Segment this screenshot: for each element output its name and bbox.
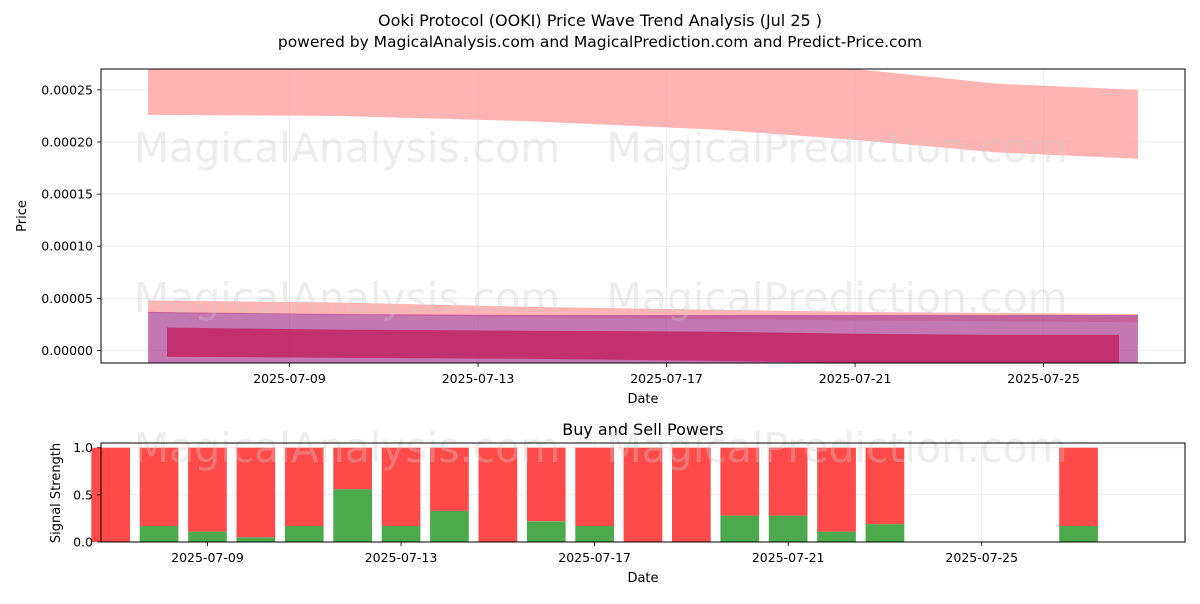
buy-bar [720,515,760,542]
signal-x-ticks: 2025-07-09 2025-07-13 2025-07-17 2025-07-21… [171,542,1018,565]
buy-bar [333,489,372,542]
buy-bar [1059,526,1098,542]
price-x-tick-label: 2025-07-21 [819,371,892,386]
signal-x-tick-label: 2025-07-21 [752,550,825,565]
price-band-4 [167,327,1119,363]
sell-bar [236,447,276,538]
price-band-1 [148,69,1138,159]
signal-y-tick-label: 1.0 [73,440,93,455]
signal-title: Buy and Sell Powers [562,420,724,439]
watermark-prediction-top-1: MagicalPrediction.com [606,124,1067,172]
sell-bar [526,447,566,522]
sell-bar [817,447,856,532]
buy-bar [865,524,905,542]
buy-bar [139,526,179,542]
sell-bar [575,447,614,526]
sell-bar [188,447,227,532]
sell-bar [478,447,518,542]
chart-title: Ooki Protocol (OOKI) Price Wave Trend An… [378,11,822,30]
price-x-tick-label: 2025-07-17 [630,371,703,386]
buy-bar [575,526,614,542]
watermark-analysis-bottom: MagicalAnalysis.com [134,424,561,472]
buy-bar [236,537,276,542]
signal-x-tick-label: 2025-07-17 [558,550,631,565]
price-panel: MagicalAnalysis.com MagicalPrediction.co… [15,68,1186,407]
buy-bar [381,526,421,542]
sell-bar [623,447,663,542]
price-y-tick-label: 0.00015 [41,187,93,202]
watermark-prediction-top-2: MagicalPrediction.com [606,274,1067,322]
sell-bar [1059,447,1098,526]
sell-bar [720,447,760,516]
signal-x-tick-label: 2025-07-25 [945,550,1018,565]
signal-axes-frame [100,442,1186,543]
signal-panel: Buy and Sell Powers MagicalAnalysis.com … [49,420,1186,586]
price-axes-frame [100,68,1186,364]
signal-bars [91,447,1098,542]
sell-bar [139,447,179,526]
signal-x-tick-label: 2025-07-13 [365,550,438,565]
sell-bar [430,447,469,511]
price-x-tick-label: 2025-07-09 [253,371,326,386]
sell-bar [333,447,372,490]
watermark-analysis-top-2: MagicalAnalysis.com [134,274,561,322]
price-x-ticks: 2025-07-09 2025-07-13 2025-07-17 2025-07-21… [253,363,1080,386]
sell-bar [672,447,711,542]
price-y-tick-label: 0.00010 [41,239,93,254]
price-y-label: Price [15,200,30,232]
price-x-tick-label: 2025-07-25 [1007,371,1080,386]
sell-bar [381,447,421,526]
signal-x-tick-label: 2025-07-09 [171,550,244,565]
buy-bar [817,531,856,542]
buy-bar [284,526,324,542]
signal-x-label: Date [627,571,658,586]
price-y-tick-label: 0.00000 [41,343,93,358]
watermark-prediction-bottom: MagicalPrediction.com [606,424,1067,472]
buy-bar [188,531,227,542]
price-x-tick-label: 2025-07-13 [442,371,515,386]
watermark-analysis-top-1: MagicalAnalysis.com [134,124,561,172]
price-y-tick-label: 0.00025 [41,82,93,97]
sell-bar [284,447,324,526]
price-bands [148,69,1138,363]
signal-y-tick-label: 0.0 [73,535,93,550]
signal-y-tick-label: 0.5 [73,487,93,502]
sell-bar [768,447,808,516]
price-y-ticks: 0.00000 0.00005 0.00010 0.00015 0.00020 0.000… [41,82,101,358]
sell-bar [865,447,905,525]
price-y-tick-label: 0.00005 [41,291,93,306]
signal-y-label: Signal Strength [49,443,64,543]
signal-y-ticks: 0.0 0.5 1.0 [73,440,101,550]
buy-bar [526,521,566,542]
buy-bar [430,510,469,542]
price-y-tick-label: 0.00020 [41,134,93,149]
price-x-label: Date [627,392,658,407]
buy-bar [768,515,808,542]
chart-subtitle: powered by MagicalAnalysis.com and Magic… [278,33,922,51]
